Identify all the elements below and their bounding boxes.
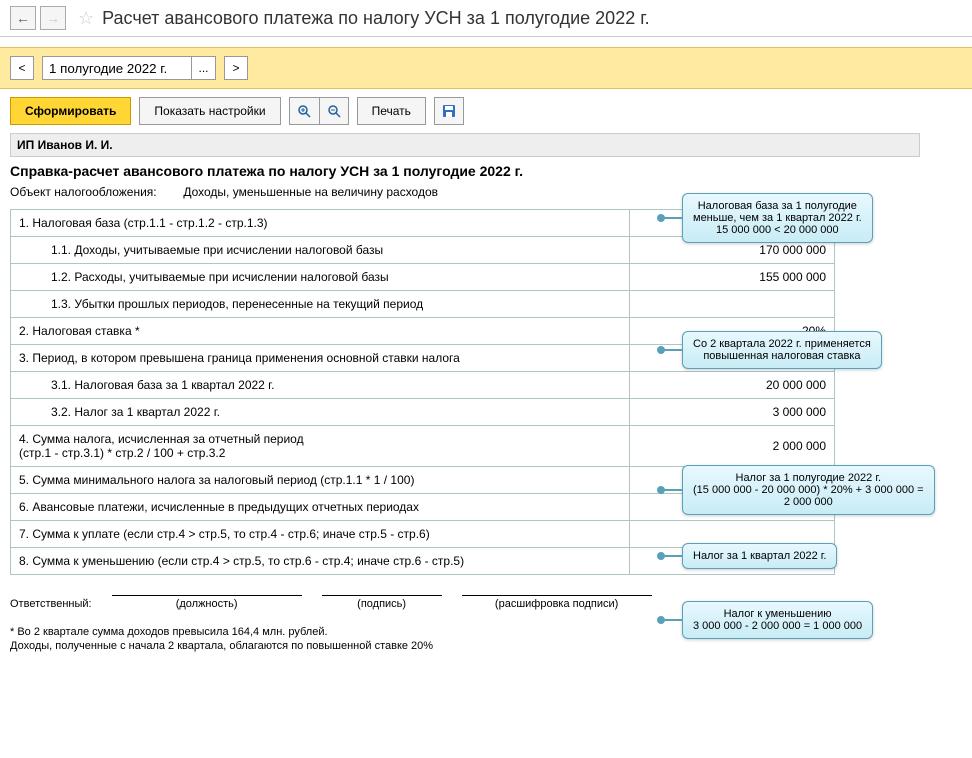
- row-value: 155 000 000: [630, 264, 835, 291]
- page-title: Расчет авансового платежа по налогу УСН …: [102, 8, 649, 29]
- report-table: 1. Налоговая база (стр.1.1 - стр.1.2 - с…: [10, 209, 835, 575]
- period-prev-button[interactable]: <: [10, 56, 34, 80]
- row-value: [630, 291, 835, 318]
- table-row: 3.2. Налог за 1 квартал 2022 г.3 000 000: [11, 399, 835, 426]
- show-settings-button[interactable]: Показать настройки: [139, 97, 280, 125]
- table-row: 4. Сумма налога, исчисленная за отчетный…: [11, 426, 835, 467]
- signature-name: (расшифровка подписи): [462, 595, 652, 610]
- table-row: 1.2. Расходы, учитываемые при исчислении…: [11, 264, 835, 291]
- company-name: ИП Иванов И. И.: [10, 133, 920, 157]
- row-label: 4. Сумма налога, исчисленная за отчетный…: [11, 426, 630, 467]
- period-picker-button[interactable]: ...: [192, 56, 216, 80]
- tax-object-value: Доходы, уменьшенные на величину расходов: [183, 185, 438, 199]
- form-button[interactable]: Сформировать: [10, 97, 131, 125]
- zoom-out-icon[interactable]: [319, 97, 349, 125]
- row-label: 3. Период, в котором превышена граница п…: [11, 345, 630, 372]
- zoom-group: [289, 97, 349, 125]
- tax-object-label: Объект налогообложения:: [10, 185, 180, 199]
- row-label: 1.3. Убытки прошлых периодов, перенесенн…: [11, 291, 630, 318]
- report-area: ИП Иванов И. И. Справка-расчет авансовог…: [0, 133, 972, 664]
- annotation-callout: Налоговая база за 1 полугодиеменьше, чем…: [682, 193, 873, 243]
- period-input[interactable]: [42, 56, 192, 80]
- row-label: 3.2. Налог за 1 квартал 2022 г.: [11, 399, 630, 426]
- annotation-callout: Со 2 квартала 2022 г. применяетсяповышен…: [682, 331, 882, 369]
- annotation-callout: Налог к уменьшению3 000 000 - 2 000 000 …: [682, 601, 873, 639]
- annotation-callout: Налог за 1 полугодие 2022 г.(15 000 000 …: [682, 465, 935, 515]
- signature-sign: (подпись): [322, 595, 442, 610]
- row-label: 2. Налоговая ставка *: [11, 318, 630, 345]
- signature-label: Ответственный:: [10, 598, 92, 610]
- annotation-callout: Налог за 1 квартал 2022 г.: [682, 543, 837, 569]
- header-bar: ← → ☆ Расчет авансового платежа по налог…: [0, 0, 972, 37]
- row-label: 1.1. Доходы, учитываемые при исчислении …: [11, 237, 630, 264]
- period-bar: < ... >: [0, 47, 972, 89]
- print-button[interactable]: Печать: [357, 97, 426, 125]
- favorite-star-icon[interactable]: ☆: [78, 8, 94, 29]
- row-label: 1. Налоговая база (стр.1.1 - стр.1.2 - с…: [11, 210, 630, 237]
- back-button[interactable]: ←: [10, 6, 36, 30]
- toolbar: Сформировать Показать настройки Печать: [0, 89, 972, 133]
- table-row: 3.1. Налоговая база за 1 квартал 2022 г.…: [11, 372, 835, 399]
- period-next-button[interactable]: >: [224, 56, 248, 80]
- report-title: Справка-расчет авансового платежа по нал…: [10, 163, 962, 179]
- save-icon[interactable]: [434, 97, 464, 125]
- row-value: 3 000 000: [630, 399, 835, 426]
- row-label: 1.2. Расходы, учитываемые при исчислении…: [11, 264, 630, 291]
- forward-button[interactable]: →: [40, 6, 66, 30]
- row-value: 2 000 000: [630, 426, 835, 467]
- row-label: 7. Сумма к уплате (если стр.4 > стр.5, т…: [11, 521, 630, 548]
- row-label: 5. Сумма минимального налога за налоговы…: [11, 467, 630, 494]
- footnote-line-2: Доходы, полученные с начала 2 квартала, …: [10, 640, 962, 652]
- period-selector: ...: [42, 56, 216, 80]
- row-value: 20 000 000: [630, 372, 835, 399]
- table-row: 1.3. Убытки прошлых периодов, перенесенн…: [11, 291, 835, 318]
- signature-position: (должность): [112, 595, 302, 610]
- zoom-in-icon[interactable]: [289, 97, 319, 125]
- row-label: 3.1. Налоговая база за 1 квартал 2022 г.: [11, 372, 630, 399]
- row-label: 8. Сумма к уменьшению (если стр.4 > стр.…: [11, 548, 630, 575]
- row-label: 6. Авансовые платежи, исчисленные в пред…: [11, 494, 630, 521]
